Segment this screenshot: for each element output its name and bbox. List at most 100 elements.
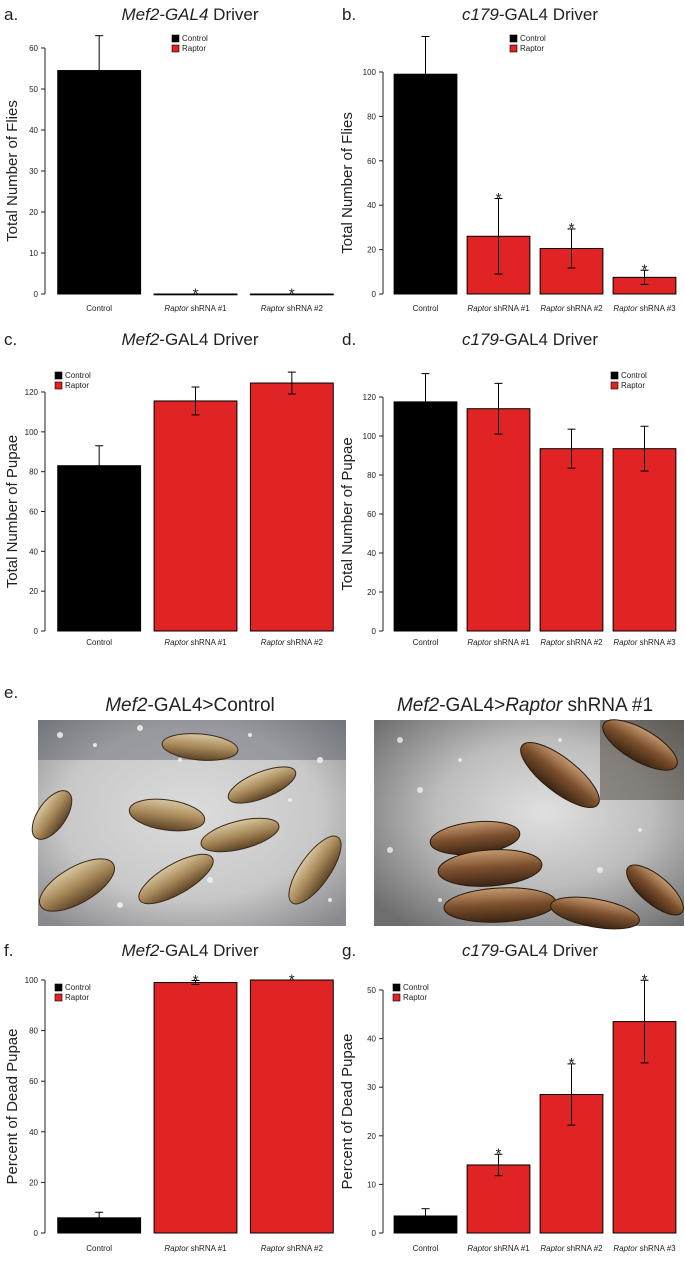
y-tick-label: 40 xyxy=(367,201,376,210)
category-label: Raptor shRNA #2 xyxy=(261,1244,324,1253)
significance-star: * xyxy=(193,972,199,989)
y-tick-label: 0 xyxy=(34,627,39,636)
y-tick-label: 80 xyxy=(367,112,376,121)
legend-swatch xyxy=(171,44,180,53)
legend-swatch xyxy=(54,371,63,380)
legend-swatch xyxy=(610,371,619,380)
y-axis-label: Total Number of Pupae xyxy=(4,435,21,588)
bar xyxy=(612,448,677,632)
category-label: Control xyxy=(413,304,439,313)
y-tick-label: 0 xyxy=(34,290,39,299)
bar xyxy=(57,465,142,632)
significance-star: * xyxy=(642,972,648,989)
bar xyxy=(57,70,142,295)
photo-control-pupae xyxy=(31,720,346,926)
chart-d: d. c179-GAL4 Driver 0 20 40 60 80 100 120 Total N… xyxy=(339,330,677,647)
y-tick-label: 60 xyxy=(29,44,38,53)
legend-label: Control xyxy=(182,34,208,43)
chart-title: c179-GAL4 Driver xyxy=(462,5,598,24)
y-tick-label: 30 xyxy=(367,1083,376,1092)
y-tick-label: 0 xyxy=(372,627,377,636)
category-label: Control xyxy=(86,638,112,647)
y-tick-label: 60 xyxy=(367,510,376,519)
chart-c: c. Mef2-GAL4 Driver 0 20 40 60 80 100 120 Total N… xyxy=(4,330,334,647)
bar xyxy=(393,401,458,632)
legend-label: Raptor xyxy=(520,44,544,53)
y-axis-label: Total Number of Flies xyxy=(4,100,21,242)
legend-label: Raptor xyxy=(621,381,645,390)
bar xyxy=(539,448,604,632)
legend-label: Control xyxy=(65,371,91,380)
significance-star: * xyxy=(642,261,648,278)
legend-swatch xyxy=(54,983,63,992)
legend-swatch xyxy=(171,34,180,43)
category-label: Raptor shRNA #2 xyxy=(540,304,603,313)
y-tick-label: 120 xyxy=(363,393,377,402)
y-tick-label: 40 xyxy=(29,1128,38,1137)
y-tick-label: 120 xyxy=(25,388,39,397)
photo-title-left: Mef2-GAL4>Control xyxy=(105,695,275,716)
category-label: Raptor shRNA #1 xyxy=(467,1244,530,1253)
category-label: Raptor shRNA #1 xyxy=(467,304,530,313)
panel-label: c. xyxy=(4,330,17,349)
y-tick-label: 50 xyxy=(367,986,376,995)
y-tick-label: 60 xyxy=(29,508,38,517)
category-label: Control xyxy=(413,638,439,647)
panel-label: g. xyxy=(342,941,356,960)
y-tick-label: 0 xyxy=(34,1229,39,1238)
y-axis-label: Percent of Dead Pupae xyxy=(339,1034,356,1190)
chart-title: Mef2-GAL4 Driver xyxy=(122,5,259,24)
y-axis-label: Total Number of Flies xyxy=(339,112,356,254)
bar xyxy=(153,293,238,296)
category-label: Raptor shRNA #1 xyxy=(467,638,530,647)
y-tick-label: 80 xyxy=(367,471,376,480)
bar xyxy=(249,293,334,296)
y-tick-label: 20 xyxy=(29,587,38,596)
y-tick-label: 10 xyxy=(29,249,38,258)
panel-label: a. xyxy=(4,5,18,24)
y-tick-label: 20 xyxy=(367,1132,376,1141)
panel-e: e. Mef2-GAL4>Control Mef2-GAL4>Raptor sh… xyxy=(4,683,684,930)
y-tick-label: 60 xyxy=(29,1077,38,1086)
y-tick-label: 40 xyxy=(367,549,376,558)
category-label: Control xyxy=(413,1244,439,1253)
legend-label: Raptor xyxy=(182,44,206,53)
legend-label: Raptor xyxy=(403,993,427,1002)
significance-star: * xyxy=(193,285,199,302)
chart-title: c179-GAL4 Driver xyxy=(462,941,598,960)
category-label: Raptor shRNA #2 xyxy=(261,304,324,313)
y-tick-label: 40 xyxy=(367,1035,376,1044)
y-tick-label: 0 xyxy=(372,290,377,299)
category-label: Raptor shRNA #2 xyxy=(540,638,603,647)
panel-label: b. xyxy=(342,5,356,24)
bar xyxy=(466,408,531,632)
legend-label: Control xyxy=(65,983,91,992)
y-tick-label: 0 xyxy=(372,1229,377,1238)
y-tick-label: 100 xyxy=(25,976,39,985)
chart-b: b. c179-GAL4 Driver 0 20 40 60 80 100 Total Numb… xyxy=(339,5,677,313)
y-tick-label: 10 xyxy=(367,1180,376,1189)
legend-label: Control xyxy=(403,983,429,992)
bar xyxy=(249,979,334,1234)
y-axis-label: Percent of Dead Pupae xyxy=(4,1029,21,1185)
legend-label: Control xyxy=(621,371,647,380)
charts-layer: a. Mef2-GAL4 Driver 0 10 20 30 40 50 60 Total Num… xyxy=(4,5,677,1253)
chart-f: f. Mef2-GAL4 Driver 0 20 40 60 80 100 Percent of… xyxy=(4,941,334,1253)
y-axis-label: Total Number of Pupae xyxy=(339,437,356,590)
category-label: Raptor shRNA #1 xyxy=(164,304,227,313)
legend-swatch xyxy=(509,44,518,53)
y-tick-label: 100 xyxy=(363,432,377,441)
category-label: Raptor shRNA #3 xyxy=(613,304,676,313)
panel-label: d. xyxy=(342,330,356,349)
y-tick-label: 100 xyxy=(363,68,377,77)
bar xyxy=(249,382,334,632)
y-tick-label: 50 xyxy=(29,85,38,94)
bar xyxy=(153,982,238,1234)
legend-label: Raptor xyxy=(65,993,89,1002)
chart-g: g. c179-GAL4 Driver 0 10 20 30 40 50 Percent of … xyxy=(339,941,677,1253)
category-label: Raptor shRNA #2 xyxy=(540,1244,603,1253)
legend-swatch xyxy=(610,381,619,390)
chart-a: a. Mef2-GAL4 Driver 0 10 20 30 40 50 60 Total Num… xyxy=(4,5,334,313)
y-tick-label: 60 xyxy=(367,157,376,166)
